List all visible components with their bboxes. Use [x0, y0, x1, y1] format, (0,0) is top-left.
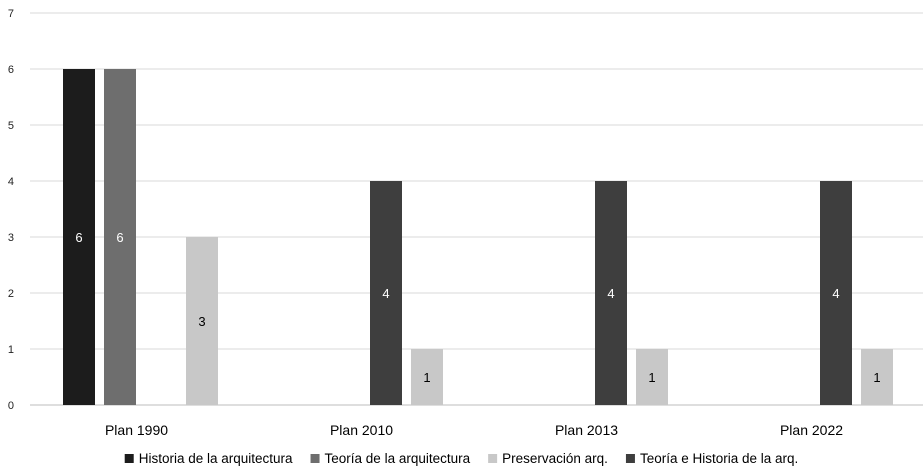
legend-swatch: [625, 454, 635, 463]
x-tick-label: Plan 2013: [555, 422, 618, 438]
legend-swatch: [310, 454, 320, 463]
data-labels: 6 6 3 4 1 4 1 4 1: [75, 230, 880, 385]
bar: [411, 349, 443, 405]
data-label: 1: [873, 370, 880, 385]
data-label: 4: [832, 286, 839, 301]
grid-lines: [30, 12, 923, 406]
x-tick-label: Plan 2010: [330, 422, 393, 438]
data-label: 6: [75, 230, 82, 245]
legend-label: Preservación arq.: [502, 451, 608, 466]
bar: [63, 69, 95, 405]
x-tick-label: Plan 2022: [780, 422, 843, 438]
data-label: 4: [607, 286, 614, 301]
legend-label: Historia de la arquitectura: [139, 451, 293, 466]
y-tick-label: 4: [8, 176, 14, 188]
x-axis-categories: Plan 1990 Plan 2010 Plan 2013 Plan 2022: [105, 422, 843, 438]
x-tick-label: Plan 1990: [105, 422, 168, 438]
y-tick-label: 3: [8, 232, 14, 244]
bar: [370, 181, 402, 405]
y-tick-label: 0: [8, 400, 14, 412]
bar: [820, 181, 852, 405]
bar: [595, 181, 627, 405]
bar: [104, 69, 136, 405]
bar: [186, 237, 218, 405]
bar: [636, 349, 668, 405]
legend-swatch: [124, 454, 134, 463]
data-label: 6: [116, 230, 123, 245]
bars: [63, 69, 893, 405]
y-axis-ticks: 0 1 2 3 4 5 6 7: [8, 8, 14, 412]
data-label: 1: [423, 370, 430, 385]
legend: Historia de la arquitectura Teoría de la …: [124, 451, 798, 466]
y-tick-label: 2: [8, 288, 14, 300]
legend-label: Teoría de la arquitectura: [325, 451, 471, 466]
y-tick-label: 6: [8, 64, 14, 76]
legend-label: Teoría e Historia de la arq.: [640, 451, 798, 466]
data-label: 3: [198, 314, 205, 329]
bar: [861, 349, 893, 405]
data-label: 1: [648, 370, 655, 385]
y-tick-label: 5: [8, 120, 14, 132]
legend-swatch: [488, 454, 498, 463]
data-label: 4: [382, 286, 389, 301]
y-tick-label: 1: [8, 344, 14, 356]
y-tick-label: 7: [8, 8, 14, 20]
